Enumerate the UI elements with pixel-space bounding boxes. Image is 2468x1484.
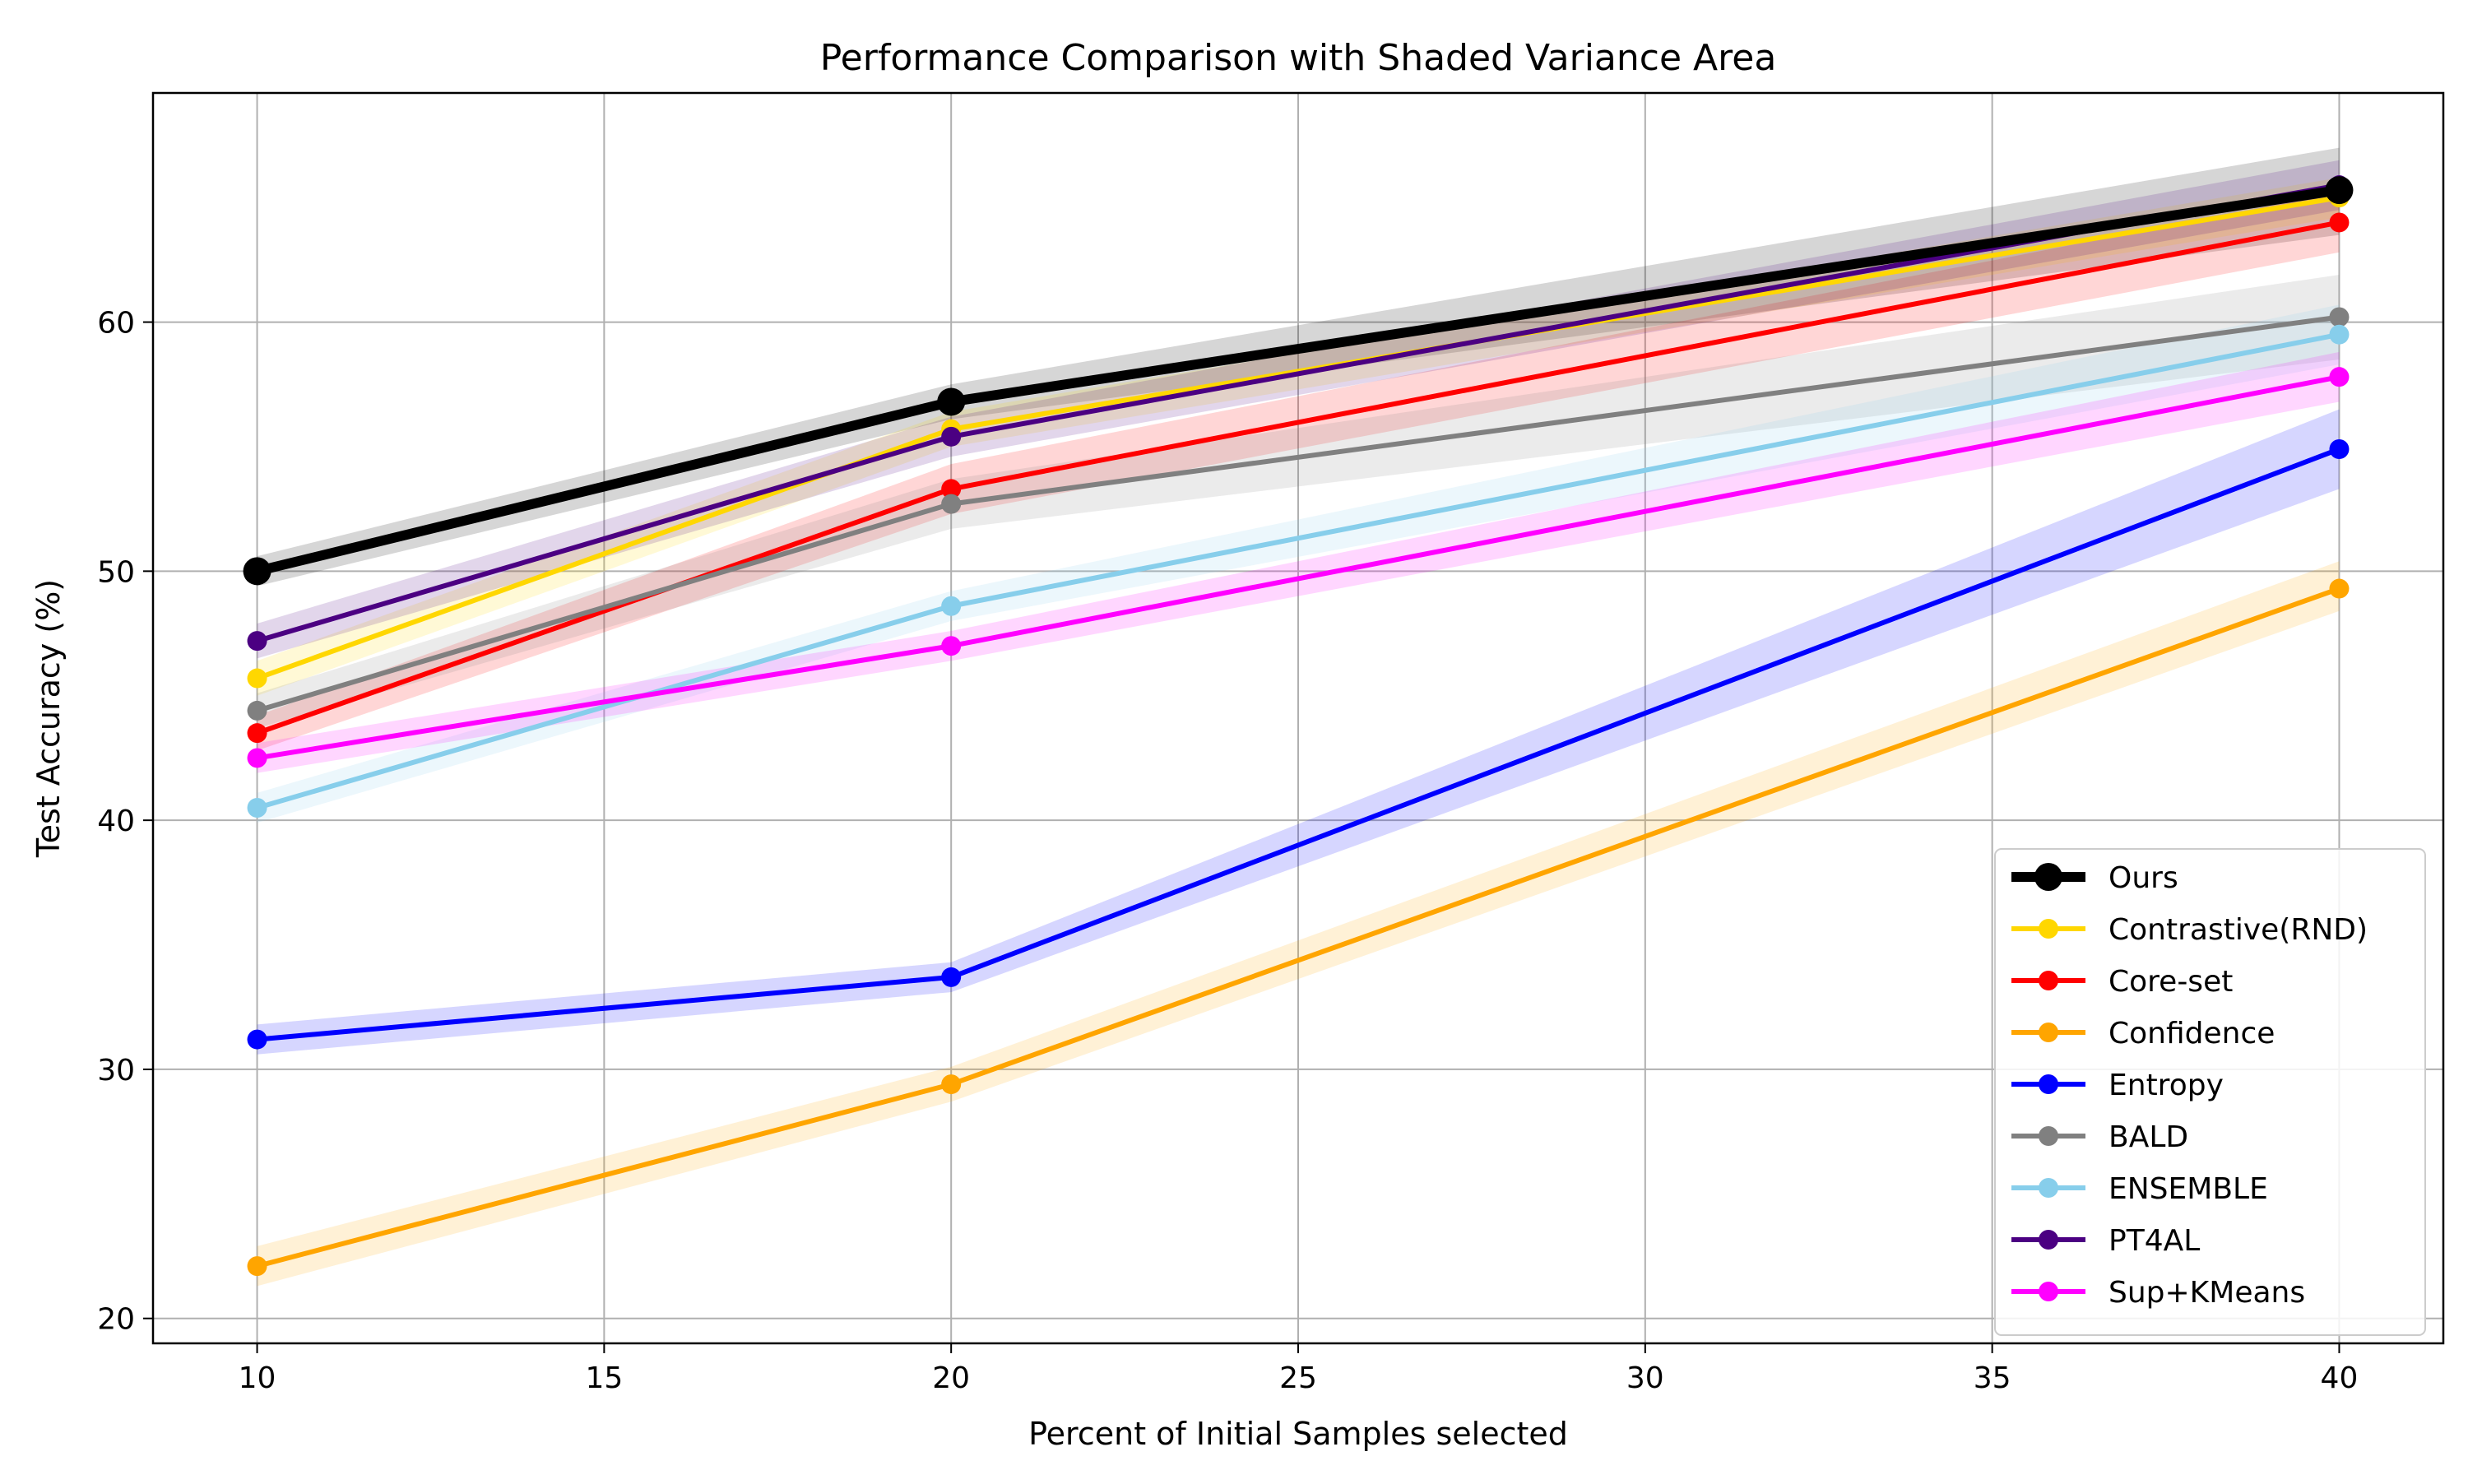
data-point-sup-kmeans (2329, 367, 2350, 387)
legend-marker-sup-kmeans (2039, 1282, 2058, 1301)
data-point-entropy (941, 967, 962, 987)
x-axis-label: Percent of Initial Samples selected (1028, 1416, 1568, 1452)
data-point-pt4al (247, 631, 267, 652)
y-tick-label: 20 (97, 1303, 135, 1337)
data-point-ensemble (2329, 324, 2350, 345)
data-point-pt4al (941, 426, 962, 447)
data-point-sup-kmeans (247, 748, 267, 768)
legend-marker-core-set (2039, 971, 2058, 990)
data-point-contrastive-rnd- (247, 668, 267, 689)
data-point-entropy (247, 1029, 267, 1050)
legend-box (1994, 848, 2426, 1336)
y-tick-label: 40 (97, 805, 135, 838)
legend-label-contrastive-rnd-: Contrastive(RND) (2108, 913, 2368, 947)
data-point-sup-kmeans (941, 636, 962, 656)
data-point-core-set (247, 723, 267, 744)
legend-marker-pt4al (2039, 1230, 2058, 1250)
data-point-ours (2325, 176, 2354, 205)
data-point-core-set (2329, 212, 2350, 233)
variance-band-ours (257, 147, 2340, 587)
legend-marker-ours (2034, 863, 2062, 891)
x-tick-label: 40 (2321, 1361, 2359, 1395)
legend-marker-ensemble (2039, 1178, 2058, 1198)
legend-label-core-set: Core-set (2108, 965, 2233, 999)
data-point-ensemble (941, 596, 962, 616)
variance-band-core-set (257, 192, 2340, 751)
data-point-confidence (247, 1256, 267, 1277)
legend-marker-bald (2039, 1126, 2058, 1146)
variance-band-sup-kmeans (257, 351, 2340, 773)
y-axis-label: Test Accuracy (%) (30, 579, 67, 858)
legend-marker-entropy (2039, 1074, 2058, 1094)
data-point-entropy (2329, 438, 2350, 459)
data-point-ours (243, 557, 271, 586)
data-point-bald (2329, 307, 2350, 327)
legend: Ours Contrastive(RND) Core-set Confidence En… (1994, 848, 2426, 1336)
data-point-confidence (2329, 578, 2350, 599)
data-point-ours (937, 387, 966, 416)
plot-area: 10 15 20 25 30 35 40 20 30 40 50 60 (97, 91, 2445, 1395)
chart-title: Performance Comparison with Shaded Varia… (820, 37, 1777, 79)
data-point-core-set (941, 479, 962, 499)
data-point-bald (247, 700, 267, 721)
legend-marker-confidence (2039, 1023, 2058, 1042)
legend-label-pt4al: PT4AL (2108, 1224, 2200, 1258)
data-point-confidence (941, 1074, 962, 1095)
x-tick-label: 20 (932, 1361, 970, 1395)
legend-label-confidence: Confidence (2108, 1017, 2275, 1050)
legend-label-bald: BALD (2108, 1120, 2188, 1154)
legend-label-ours: Ours (2108, 861, 2178, 895)
x-tick-label: 10 (239, 1361, 276, 1395)
y-tick-label: 30 (97, 1054, 135, 1087)
legend-label-entropy: Entropy (2108, 1069, 2224, 1102)
data-point-ensemble (247, 798, 267, 819)
x-tick-label: 15 (585, 1361, 623, 1395)
data-point-bald (941, 494, 962, 514)
variance-band-contrastive-rnd- (257, 177, 2340, 696)
legend-label-sup-kmeans: Sup+KMeans (2108, 1276, 2305, 1310)
legend-marker-contrastive-rnd- (2039, 919, 2058, 939)
x-tick-label: 30 (1626, 1361, 1664, 1395)
y-tick-label: 50 (97, 555, 135, 589)
y-tick-label: 60 (97, 307, 135, 341)
x-tick-label: 35 (1974, 1361, 2011, 1395)
legend-label-ensemble: ENSEMBLE (2108, 1172, 2268, 1206)
x-tick-label: 25 (1279, 1361, 1317, 1395)
